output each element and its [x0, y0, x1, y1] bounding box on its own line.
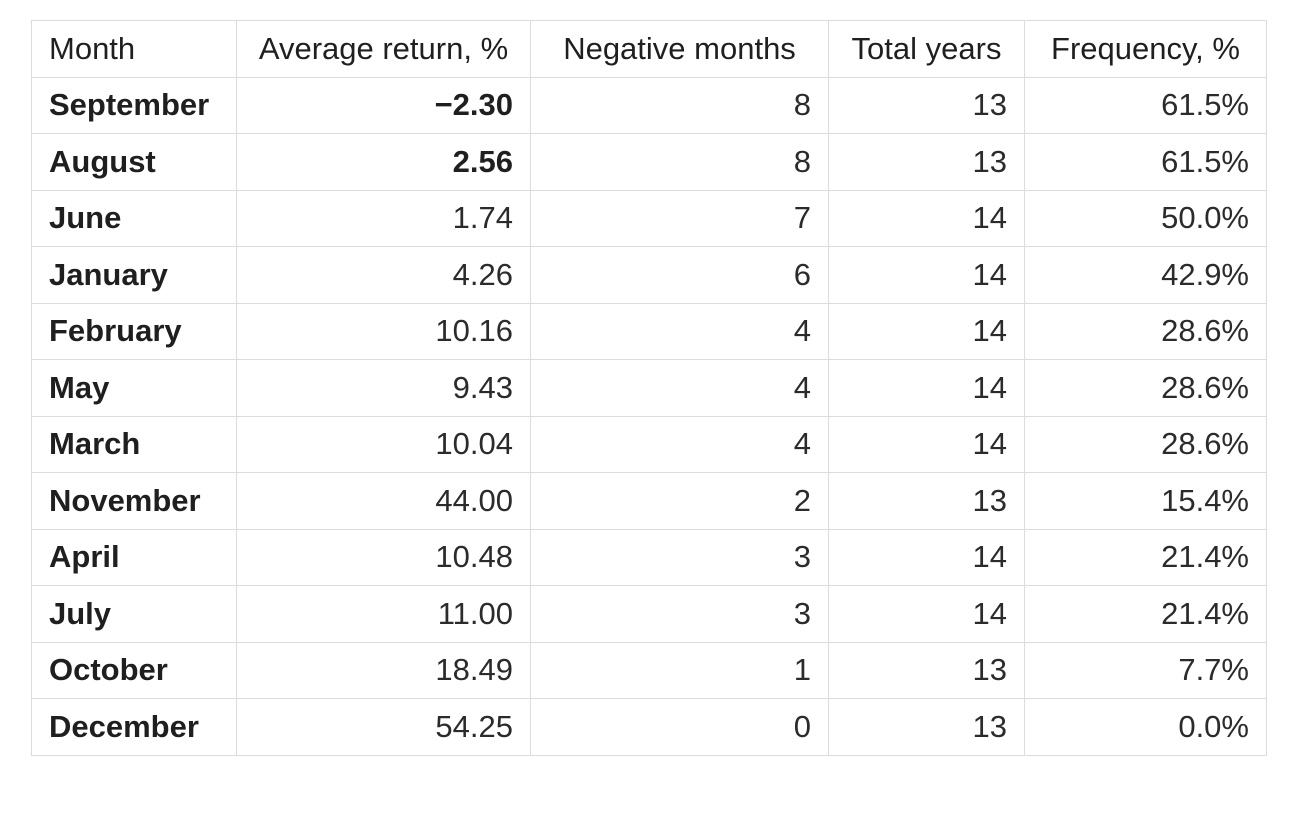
cell-average-return: 11.00: [236, 585, 531, 643]
cell-negative-months: 7: [530, 189, 829, 247]
cell-month: September: [31, 76, 237, 134]
table-body: September −2.30 8 13 61.5% August 2.56 8 13 61.5%…: [31, 76, 1267, 756]
cell-month: June: [31, 189, 237, 247]
cell-frequency: 21.4%: [1024, 528, 1267, 586]
cell-month: August: [31, 133, 237, 191]
cell-average-return: 10.48: [236, 528, 531, 586]
cell-negative-months: 3: [530, 528, 829, 586]
cell-total-years: 14: [828, 302, 1025, 360]
cell-month: May: [31, 359, 237, 417]
cell-average-return: 2.56: [236, 133, 531, 191]
table-row: January 4.26 6 14 42.9%: [31, 246, 1267, 304]
cell-month: January: [31, 246, 237, 304]
cell-average-return: 18.49: [236, 641, 531, 699]
cell-total-years: 13: [828, 76, 1025, 134]
table-row: March 10.04 4 14 28.6%: [31, 415, 1267, 473]
table-row: July 11.00 3 14 21.4%: [31, 585, 1267, 643]
cell-average-return: 44.00: [236, 472, 531, 530]
cell-negative-months: 0: [530, 698, 829, 756]
cell-negative-months: 8: [530, 133, 829, 191]
cell-month: February: [31, 302, 237, 360]
cell-negative-months: 2: [530, 472, 829, 530]
cell-frequency: 42.9%: [1024, 246, 1267, 304]
header-month: Month: [31, 20, 237, 78]
table-row: June 1.74 7 14 50.0%: [31, 189, 1267, 247]
cell-month: December: [31, 698, 237, 756]
cell-average-return: −2.30: [236, 76, 531, 134]
cell-average-return: 9.43: [236, 359, 531, 417]
table-row: December 54.25 0 13 0.0%: [31, 698, 1267, 756]
table-row: November 44.00 2 13 15.4%: [31, 472, 1267, 530]
cell-month: October: [31, 641, 237, 699]
cell-total-years: 14: [828, 585, 1025, 643]
cell-month: November: [31, 472, 237, 530]
cell-negative-months: 1: [530, 641, 829, 699]
table-row: October 18.49 1 13 7.7%: [31, 641, 1267, 699]
header-total-years: Total years: [828, 20, 1025, 78]
cell-negative-months: 3: [530, 585, 829, 643]
cell-frequency: 28.6%: [1024, 415, 1267, 473]
cell-frequency: 61.5%: [1024, 133, 1267, 191]
cell-negative-months: 4: [530, 415, 829, 473]
cell-total-years: 14: [828, 415, 1025, 473]
cell-total-years: 14: [828, 189, 1025, 247]
cell-total-years: 14: [828, 528, 1025, 586]
monthly-returns-table: Month Average return, % Negative months …: [31, 20, 1267, 756]
header-negative-months: Negative months: [530, 20, 829, 78]
table-row: April 10.48 3 14 21.4%: [31, 528, 1267, 586]
cell-month: July: [31, 585, 237, 643]
table-row: May 9.43 4 14 28.6%: [31, 359, 1267, 417]
cell-total-years: 13: [828, 641, 1025, 699]
cell-average-return: 1.74: [236, 189, 531, 247]
cell-frequency: 7.7%: [1024, 641, 1267, 699]
cell-frequency: 0.0%: [1024, 698, 1267, 756]
cell-average-return: 10.04: [236, 415, 531, 473]
cell-frequency: 50.0%: [1024, 189, 1267, 247]
table-row: August 2.56 8 13 61.5%: [31, 133, 1267, 191]
header-average-return: Average return, %: [236, 20, 531, 78]
cell-negative-months: 6: [530, 246, 829, 304]
cell-average-return: 4.26: [236, 246, 531, 304]
cell-total-years: 13: [828, 698, 1025, 756]
cell-total-years: 14: [828, 359, 1025, 417]
cell-month: April: [31, 528, 237, 586]
table-header: Month Average return, % Negative months …: [31, 20, 1267, 78]
cell-total-years: 14: [828, 246, 1025, 304]
cell-total-years: 13: [828, 472, 1025, 530]
table-row: September −2.30 8 13 61.5%: [31, 76, 1267, 134]
cell-frequency: 61.5%: [1024, 76, 1267, 134]
cell-frequency: 21.4%: [1024, 585, 1267, 643]
cell-total-years: 13: [828, 133, 1025, 191]
cell-average-return: 10.16: [236, 302, 531, 360]
cell-frequency: 28.6%: [1024, 359, 1267, 417]
cell-average-return: 54.25: [236, 698, 531, 756]
table-row: February 10.16 4 14 28.6%: [31, 302, 1267, 360]
cell-negative-months: 4: [530, 359, 829, 417]
cell-negative-months: 4: [530, 302, 829, 360]
cell-negative-months: 8: [530, 76, 829, 134]
cell-frequency: 15.4%: [1024, 472, 1267, 530]
cell-month: March: [31, 415, 237, 473]
header-frequency: Frequency, %: [1024, 20, 1267, 78]
cell-frequency: 28.6%: [1024, 302, 1267, 360]
table-container: Month Average return, % Negative months …: [31, 20, 1267, 756]
header-row: Month Average return, % Negative months …: [31, 20, 1267, 78]
